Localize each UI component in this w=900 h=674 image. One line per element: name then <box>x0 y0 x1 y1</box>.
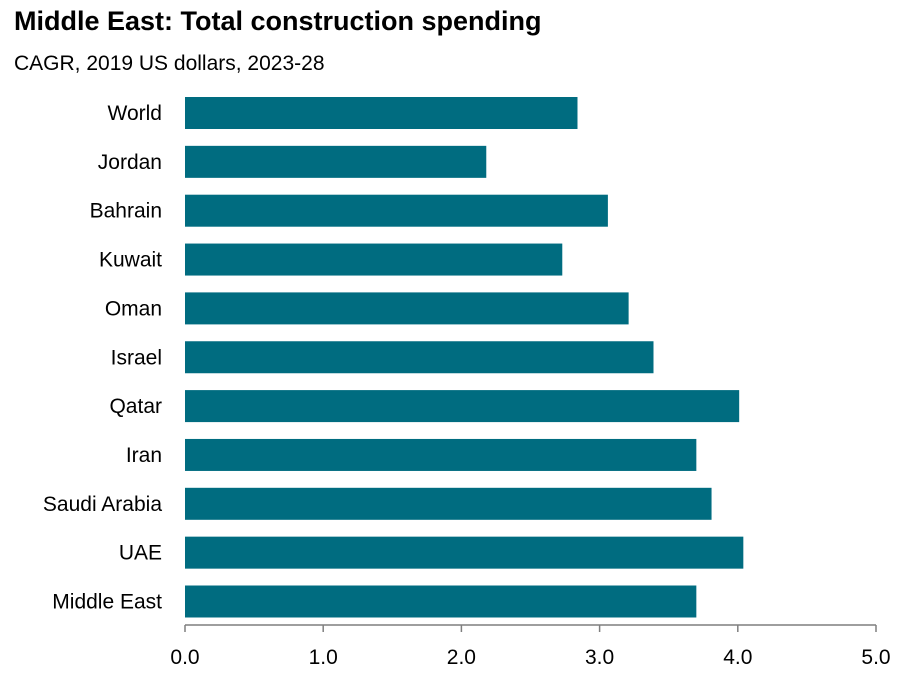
bar-bahrain <box>185 194 608 227</box>
x-tick-label: 2.0 <box>447 646 476 669</box>
bar-iran <box>185 438 697 471</box>
category-label: Israel <box>111 346 162 369</box>
bar-middle-east <box>185 585 697 618</box>
x-axis-group: 0.0 1.0 2.0 3.0 4.0 5.0 <box>170 624 891 669</box>
bar-qatar <box>185 390 740 423</box>
bar-israel <box>185 341 654 374</box>
bar-saudi-arabia <box>185 487 712 520</box>
category-label: Oman <box>105 297 162 320</box>
bar-uae <box>185 536 744 569</box>
category-labels-group: World Jordan Bahrain Kuwait Oman Israel Qatar I… <box>43 102 162 614</box>
chart-subtitle: CAGR, 2019 US dollars, 2023-28 <box>14 52 325 75</box>
x-tick-label: 0.0 <box>170 646 199 669</box>
x-tick-label: 1.0 <box>309 646 338 669</box>
category-label: Middle East <box>52 591 162 614</box>
category-label: Saudi Arabia <box>43 493 162 516</box>
category-label: Qatar <box>109 395 162 418</box>
bar-world <box>185 97 578 129</box>
x-tick-label: 5.0 <box>861 646 890 669</box>
bar-kuwait <box>185 243 563 276</box>
category-label: Jordan <box>98 151 162 174</box>
category-label: UAE <box>119 542 162 565</box>
x-tick-label: 3.0 <box>585 646 614 669</box>
category-label: Bahrain <box>90 200 162 223</box>
bars-group <box>185 97 744 618</box>
category-label: Kuwait <box>99 249 162 272</box>
bar-oman <box>185 292 629 325</box>
category-label: World <box>108 102 162 125</box>
category-label: Iran <box>126 444 162 467</box>
bar-jordan <box>185 145 487 178</box>
chart-title: Middle East: Total construction spending <box>14 6 542 36</box>
x-tick-label: 4.0 <box>723 646 752 669</box>
